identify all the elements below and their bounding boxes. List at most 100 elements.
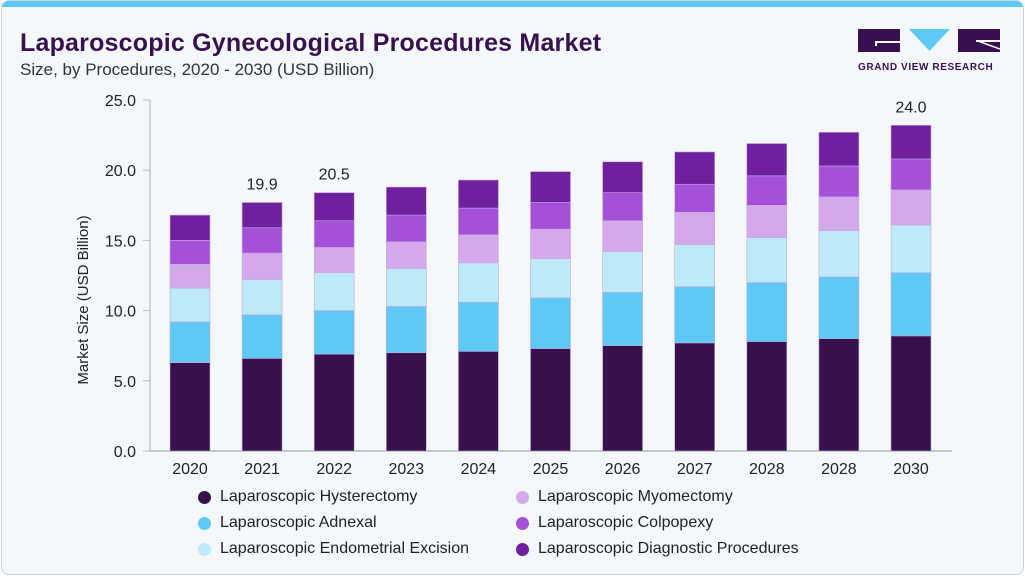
legend-swatch-icon (516, 490, 529, 504)
bar-segment (674, 183, 716, 213)
x-tick-label: 2028 (821, 461, 857, 478)
legend-label: Laparoscopic Hysterectomy (220, 488, 418, 505)
legend-swatch-icon (516, 516, 529, 530)
bar-segment (169, 263, 211, 289)
bar-segment (313, 272, 355, 311)
bar-segment (674, 151, 716, 185)
bar-segment (458, 301, 499, 352)
bar-segment (890, 335, 932, 452)
bar-segment (458, 207, 499, 236)
bar-segment (169, 362, 211, 452)
bar-segment (674, 342, 716, 452)
bar-segment (169, 321, 211, 363)
bar-segment (169, 240, 211, 265)
bar-segment (241, 202, 283, 229)
legend-label: Laparoscopic Colpopexy (538, 514, 714, 531)
y-tick-label: 0.0 (114, 444, 136, 461)
bar-segment (602, 345, 643, 452)
legend-label: Laparoscopic Diagnostic Procedures (538, 540, 799, 557)
chart-subtitle: Size, by Procedures, 2020 - 2030 (USD Bi… (20, 60, 375, 79)
bar-segment (890, 272, 932, 337)
bar-segment (385, 241, 427, 269)
chart-title: Laparoscopic Gynecological Procedures Ma… (20, 29, 602, 57)
bar-segment (385, 186, 427, 216)
bar-segment (530, 348, 571, 452)
x-tick-label: 2023 (389, 461, 425, 478)
bar-segment (602, 292, 643, 346)
bar-segment (530, 171, 571, 203)
bar-segment (746, 341, 788, 452)
legend-label: Laparoscopic Adnexal (220, 514, 377, 531)
bar-segment (385, 352, 427, 452)
x-tick-label: 2024 (461, 461, 497, 478)
bar-segment (890, 189, 932, 226)
legend-swatch-icon (198, 490, 211, 504)
bar-segment (746, 205, 788, 238)
data-label: 24.0 (895, 99, 926, 116)
legend-label: Laparoscopic Myomectomy (538, 488, 733, 505)
bar-segment (385, 268, 427, 307)
y-tick-label: 10.0 (105, 304, 136, 321)
bar-segment (602, 192, 643, 222)
x-tick-label: 2022 (316, 461, 352, 478)
legend-swatch-icon (198, 542, 211, 556)
bar-segment (458, 351, 499, 452)
data-label: 20.5 (319, 167, 350, 184)
legend-item: Laparoscopic Adnexal (198, 513, 516, 533)
bar-segment (241, 358, 283, 452)
bar-segment (818, 276, 860, 339)
x-tick-label: 2025 (533, 461, 569, 478)
bar-segment (818, 196, 860, 231)
bar-segment (890, 158, 932, 191)
x-tick-label: 2021 (244, 461, 280, 478)
x-tick-label: 2030 (893, 461, 929, 478)
y-tick-label: 20.0 (105, 163, 136, 180)
x-tick-label: 2027 (677, 461, 713, 478)
data-label: 19.9 (247, 176, 278, 193)
top-accent-bar (2, 1, 1023, 7)
y-tick-label: 5.0 (114, 374, 136, 391)
bar-segment (241, 314, 283, 359)
bar-segment (313, 220, 355, 248)
bar-segment (313, 247, 355, 273)
gvr-logo-icon (858, 29, 1001, 52)
bar-segment (746, 175, 788, 206)
y-tick-label: 15.0 (105, 233, 136, 250)
bar-segment (674, 286, 716, 344)
x-tick-label: 2020 (172, 461, 208, 478)
legend-item: Laparoscopic Diagnostic Procedures (516, 539, 836, 559)
chart-legend: Laparoscopic Hysterectomy Laparoscopic My… (198, 487, 836, 559)
bar-segment (458, 262, 499, 303)
legend-item: Laparoscopic Hysterectomy (198, 487, 516, 507)
grand-view-research-logo: GRAND VIEW RESEARCH (858, 29, 1001, 73)
bar-segment (530, 258, 571, 299)
bar-segment (818, 338, 860, 452)
bar-segment (169, 214, 211, 241)
bar-segment (674, 212, 716, 245)
bar-segment (530, 202, 571, 230)
bar-segment (385, 214, 427, 243)
bar-segment (602, 161, 643, 193)
bar-segment (602, 251, 643, 293)
bar-segment (818, 165, 860, 198)
bar-segment (241, 227, 283, 254)
bar-segment (530, 228, 571, 259)
bar-segment (313, 192, 355, 222)
legend-label: Laparoscopic Endometrial Excision (220, 540, 470, 557)
bar-segment (313, 310, 355, 355)
bar-segment (313, 353, 355, 452)
bar-segment (385, 306, 427, 354)
x-tick-label: 2028 (749, 461, 785, 478)
y-tick-label: 25.0 (105, 93, 136, 110)
bar-segment (241, 252, 283, 281)
bar-segment (890, 124, 932, 160)
legend-item: Laparoscopic Colpopexy (516, 513, 836, 533)
legend-item: Laparoscopic Endometrial Excision (198, 539, 516, 559)
bar-segment (530, 297, 571, 349)
legend-swatch-icon (198, 516, 211, 530)
bar-segment (890, 224, 932, 273)
bar-segment (818, 230, 860, 278)
legend-item: Laparoscopic Myomectomy (516, 487, 836, 507)
bar-segment (169, 287, 211, 323)
